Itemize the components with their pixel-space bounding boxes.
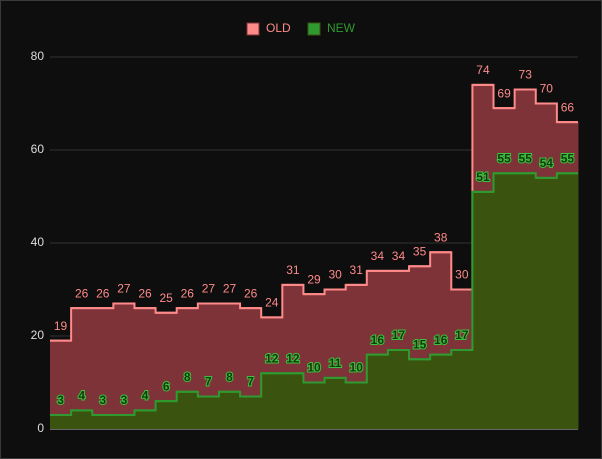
area-step xyxy=(409,359,431,429)
area-step xyxy=(71,308,93,429)
data-label: 54 xyxy=(540,156,554,170)
data-label: 16 xyxy=(371,333,385,347)
data-label: 12 xyxy=(286,351,300,365)
data-label: 6 xyxy=(163,379,170,393)
area-step xyxy=(218,391,241,429)
area-step xyxy=(261,373,283,429)
area-step xyxy=(134,410,157,429)
area-step xyxy=(197,396,220,429)
data-label: 73 xyxy=(519,68,533,82)
data-label: 8 xyxy=(226,370,233,384)
data-label: 27 xyxy=(223,282,237,296)
series-1 xyxy=(50,172,579,429)
y-tick-label: 20 xyxy=(31,328,45,342)
data-label: 19 xyxy=(54,319,68,333)
area-step xyxy=(430,354,452,429)
data-label: 38 xyxy=(434,230,448,244)
area-step xyxy=(282,373,304,429)
data-label: 24 xyxy=(265,296,279,310)
area-step xyxy=(535,177,558,429)
data-label: 35 xyxy=(413,244,427,258)
area-step xyxy=(451,349,473,429)
data-label: 3 xyxy=(57,393,64,407)
area-step xyxy=(514,173,537,429)
data-label: 30 xyxy=(455,268,469,282)
data-label: 4 xyxy=(142,389,149,403)
y-tick-label: 80 xyxy=(31,49,45,63)
data-label: 31 xyxy=(286,263,300,277)
data-label: 34 xyxy=(371,249,385,263)
data-label: 15 xyxy=(413,337,427,351)
legend: OLD NEW xyxy=(246,21,356,36)
area-step xyxy=(240,396,262,429)
data-label: 3 xyxy=(99,393,106,407)
data-label: 26 xyxy=(138,286,152,300)
data-label: 74 xyxy=(476,63,490,77)
area-step xyxy=(556,173,579,429)
data-label: 26 xyxy=(75,286,89,300)
area-step xyxy=(155,401,178,429)
data-label: 7 xyxy=(247,375,254,389)
data-label: 27 xyxy=(202,282,216,296)
data-label: 30 xyxy=(328,268,342,282)
data-label: 27 xyxy=(117,282,131,296)
data-label: 26 xyxy=(244,286,258,300)
area-step xyxy=(113,415,135,429)
data-label: 55 xyxy=(561,151,575,165)
data-label: 7 xyxy=(205,375,212,389)
area-step xyxy=(92,415,114,429)
area-step xyxy=(113,303,135,429)
area-step xyxy=(50,415,72,429)
data-label: 55 xyxy=(519,151,533,165)
data-label: 10 xyxy=(350,361,364,375)
legend-swatch xyxy=(307,22,321,36)
legend-swatch xyxy=(246,22,260,36)
data-label: 31 xyxy=(350,263,364,277)
data-label: 69 xyxy=(497,86,511,100)
data-label: 25 xyxy=(159,291,173,305)
area-step xyxy=(155,312,178,429)
data-label: 66 xyxy=(561,100,575,114)
area-step xyxy=(387,349,410,429)
data-label: 11 xyxy=(329,356,342,370)
y-tick-label: 60 xyxy=(31,142,45,156)
area-step xyxy=(92,308,114,429)
data-label: 3 xyxy=(121,393,128,407)
data-label: 10 xyxy=(307,361,321,375)
data-label: 70 xyxy=(540,82,554,96)
data-label: 8 xyxy=(184,370,191,384)
y-tick-label: 0 xyxy=(37,421,44,435)
area-step xyxy=(345,382,368,429)
area-step xyxy=(303,382,326,429)
area-step xyxy=(176,391,199,429)
y-tick-label: 40 xyxy=(31,235,45,249)
area-step xyxy=(472,191,495,429)
data-label: 17 xyxy=(392,328,406,342)
area-step xyxy=(324,377,347,429)
legend-label: NEW xyxy=(327,21,356,35)
data-label: 26 xyxy=(96,286,110,300)
data-label: 34 xyxy=(392,249,406,263)
area-step xyxy=(134,308,157,429)
data-label: 51 xyxy=(476,170,490,184)
data-label: 26 xyxy=(181,286,195,300)
area-step xyxy=(493,173,516,429)
area-step xyxy=(50,340,72,429)
data-label: 4 xyxy=(78,389,85,403)
area-step xyxy=(366,354,389,429)
area-step xyxy=(71,410,93,429)
data-label: 16 xyxy=(434,333,448,347)
legend-label: OLD xyxy=(266,21,291,35)
data-label: 12 xyxy=(265,351,279,365)
data-label: 17 xyxy=(455,328,469,342)
data-label: 55 xyxy=(497,151,511,165)
data-label: 29 xyxy=(307,272,321,286)
